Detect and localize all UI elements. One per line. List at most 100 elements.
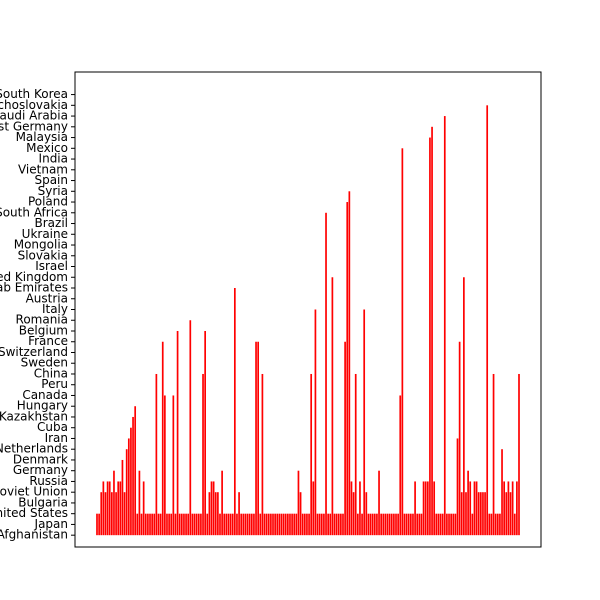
y-tick-label: Switzerland bbox=[0, 345, 68, 359]
bar bbox=[132, 416, 134, 536]
bar bbox=[397, 513, 399, 536]
bar bbox=[217, 492, 219, 536]
bar bbox=[505, 492, 508, 536]
bar bbox=[278, 513, 281, 536]
bar bbox=[229, 513, 232, 536]
bar bbox=[257, 341, 260, 536]
bar bbox=[323, 513, 325, 536]
bar bbox=[238, 492, 240, 536]
bar bbox=[454, 513, 457, 536]
bar bbox=[282, 513, 285, 536]
y-tick-label: Italy bbox=[42, 302, 68, 316]
y-tick-label: Vietnam bbox=[18, 162, 68, 176]
bar bbox=[473, 481, 476, 536]
bar bbox=[475, 481, 478, 536]
y-tick-label: United Arab Emirates bbox=[0, 281, 68, 295]
bar bbox=[136, 513, 139, 536]
bar bbox=[465, 492, 467, 536]
bar bbox=[242, 513, 245, 536]
bar bbox=[189, 320, 192, 536]
y-tick-label: China bbox=[34, 366, 68, 380]
bar bbox=[291, 513, 293, 536]
bar bbox=[108, 481, 111, 536]
bar bbox=[340, 513, 342, 536]
bar bbox=[367, 513, 370, 536]
bar bbox=[202, 373, 204, 536]
y-tick-label: Netherlands bbox=[0, 442, 68, 456]
bar bbox=[151, 513, 153, 536]
bar bbox=[422, 481, 425, 536]
bar bbox=[463, 277, 465, 536]
y-tick-label: Canada bbox=[22, 388, 68, 402]
bar bbox=[509, 492, 512, 536]
y-tick-label: Malaysia bbox=[16, 130, 68, 144]
bar bbox=[471, 513, 474, 536]
bar bbox=[348, 191, 351, 536]
bar bbox=[161, 341, 164, 536]
bar bbox=[344, 341, 346, 536]
y-tick-label: Kazakhstan bbox=[0, 409, 68, 423]
bar bbox=[272, 513, 274, 536]
bar bbox=[395, 513, 397, 536]
bar bbox=[274, 513, 276, 536]
bar bbox=[477, 492, 480, 536]
bar bbox=[490, 513, 493, 536]
bar bbox=[450, 513, 452, 536]
bar bbox=[507, 481, 510, 536]
bar bbox=[435, 513, 438, 536]
y-tick-label: Sweden bbox=[21, 356, 68, 370]
y-tick-label: Soviet Union bbox=[0, 485, 68, 499]
bar bbox=[369, 513, 372, 536]
bar bbox=[170, 513, 173, 536]
bar bbox=[183, 513, 185, 536]
y-tick-label: Slovakia bbox=[18, 248, 68, 262]
bar bbox=[446, 513, 448, 536]
bar bbox=[280, 513, 283, 536]
bar bbox=[384, 513, 387, 536]
y-tick-label: Russia bbox=[29, 474, 68, 488]
bar bbox=[297, 470, 300, 536]
bar bbox=[329, 513, 332, 536]
bar bbox=[460, 492, 463, 536]
bar bbox=[314, 309, 317, 536]
bar bbox=[518, 373, 520, 536]
bar bbox=[125, 449, 128, 536]
bar bbox=[403, 513, 406, 536]
y-tick-label: Denmark bbox=[13, 452, 68, 466]
bar bbox=[276, 513, 279, 536]
bar bbox=[178, 513, 181, 536]
bar bbox=[172, 395, 175, 536]
bar bbox=[306, 513, 308, 536]
plot-frame bbox=[74, 71, 542, 548]
bar bbox=[310, 373, 313, 536]
y-tick-label: Romania bbox=[16, 313, 68, 327]
bar bbox=[516, 481, 518, 536]
bar bbox=[333, 513, 336, 536]
y-tick-label: Mexico bbox=[26, 141, 68, 155]
y-tick-label: Japan bbox=[34, 517, 68, 531]
bar bbox=[98, 513, 100, 536]
bar bbox=[482, 492, 484, 536]
bar bbox=[359, 481, 361, 536]
y-tick-label: Ukraine bbox=[22, 227, 68, 241]
y-tick-label: Austria bbox=[26, 291, 68, 305]
bar bbox=[346, 202, 349, 536]
bar bbox=[187, 513, 190, 536]
bar bbox=[492, 373, 495, 536]
bar bbox=[253, 513, 255, 536]
y-tick-label: Syria bbox=[38, 184, 68, 198]
bar bbox=[325, 212, 327, 536]
bar bbox=[386, 513, 389, 536]
bar bbox=[373, 513, 376, 536]
bar bbox=[110, 492, 113, 536]
bar bbox=[448, 513, 450, 536]
bar bbox=[331, 277, 334, 536]
bar bbox=[378, 470, 380, 536]
bar bbox=[225, 513, 228, 536]
bar bbox=[102, 481, 105, 536]
bar bbox=[342, 513, 344, 536]
bar bbox=[159, 513, 162, 536]
bar bbox=[494, 513, 497, 536]
bar bbox=[501, 449, 503, 536]
bar bbox=[248, 513, 251, 536]
